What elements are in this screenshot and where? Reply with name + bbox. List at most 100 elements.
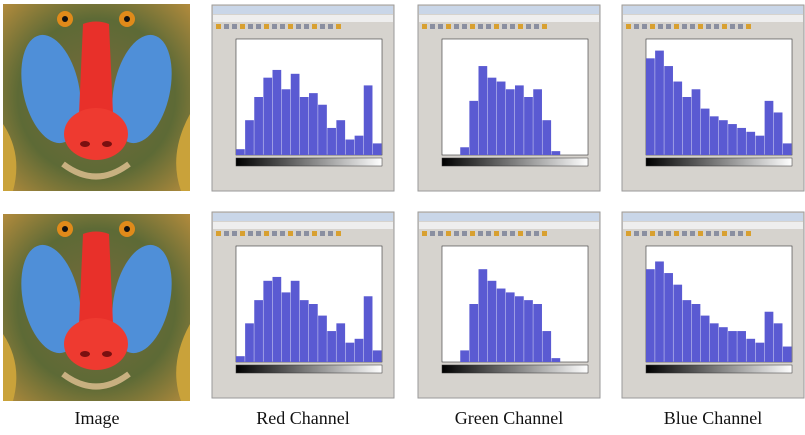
histogram-bar <box>245 323 254 362</box>
histogram-bar <box>710 116 719 155</box>
toolbar-icon <box>526 24 531 29</box>
toolbar-icon <box>328 231 333 236</box>
toolbar-icon <box>256 231 261 236</box>
toolbar-icon <box>658 231 663 236</box>
histogram-bar <box>728 331 737 362</box>
histogram-bar <box>737 128 746 155</box>
histogram-bar <box>737 331 746 362</box>
toolbar-icon <box>706 231 711 236</box>
toolbar-icon <box>232 24 237 29</box>
histogram-bar <box>719 327 728 362</box>
histogram-bar <box>542 120 551 155</box>
histogram-bar <box>783 347 792 362</box>
figure: Image Red Channel Green Channel Blue Cha… <box>0 0 805 435</box>
title-bar <box>623 6 803 14</box>
colorbar <box>646 365 792 373</box>
histogram-bar <box>719 120 728 155</box>
histogram-bar <box>469 101 478 155</box>
toolbar-icon <box>296 24 301 29</box>
histogram-bar <box>364 296 373 362</box>
toolbar-icon <box>320 231 325 236</box>
histogram-bar <box>783 143 792 155</box>
menu-bar <box>623 15 803 22</box>
histogram-bar <box>364 85 373 155</box>
toolbar-icon <box>722 24 727 29</box>
histogram-bar <box>236 356 245 362</box>
histogram-bar <box>673 285 682 362</box>
toolbar-icon <box>422 24 427 29</box>
histogram-bar <box>515 85 524 155</box>
histogram-bar <box>245 120 254 155</box>
toolbar-icon <box>510 231 515 236</box>
toolbar-icon <box>658 24 663 29</box>
toolbar-icon <box>698 24 703 29</box>
histogram-bar <box>355 339 364 362</box>
histogram-bar <box>524 97 533 155</box>
histogram-bar <box>460 350 469 362</box>
histogram-bar <box>533 89 542 155</box>
histogram-bar <box>479 66 488 155</box>
toolbar-icon <box>738 231 743 236</box>
toolbar-icon <box>336 231 341 236</box>
caption: Green Channel <box>455 408 563 428</box>
toolbar-icon <box>534 231 539 236</box>
toolbar-icon <box>626 231 631 236</box>
toolbar-icon <box>730 231 735 236</box>
histogram-bar <box>664 273 673 362</box>
histogram-bar <box>373 143 382 155</box>
histogram-bar <box>756 136 765 155</box>
histogram-bar <box>318 105 327 155</box>
toolbar-icon <box>256 24 261 29</box>
toolbar-icon <box>502 231 507 236</box>
toolbar-icon <box>216 231 221 236</box>
histogram-bar <box>300 300 309 362</box>
mandrill-image <box>3 4 190 191</box>
toolbar-icon <box>714 231 719 236</box>
toolbar-icon <box>312 24 317 29</box>
histogram-bar <box>488 281 497 362</box>
toolbar-icon <box>650 24 655 29</box>
histogram-bar <box>646 58 655 155</box>
histogram-bar <box>533 304 542 362</box>
toolbar-icon <box>738 24 743 29</box>
histogram-bar <box>552 358 561 362</box>
toolbar-icon <box>454 24 459 29</box>
histogram-bar <box>282 292 291 362</box>
histogram-bar <box>355 136 364 155</box>
toolbar-icon <box>240 231 245 236</box>
histogram-bar <box>683 97 692 155</box>
histogram-bar <box>273 277 282 362</box>
histogram-bar <box>692 304 701 362</box>
toolbar-icon <box>280 24 285 29</box>
menu-bar <box>419 222 599 229</box>
colorbar <box>236 365 382 373</box>
toolbar-icon <box>502 24 507 29</box>
histogram-bar <box>746 132 755 155</box>
histogram-bar <box>327 128 336 155</box>
toolbar-icon <box>272 24 277 29</box>
toolbar-icon <box>510 24 515 29</box>
toolbar-icon <box>682 231 687 236</box>
toolbar-icon <box>690 231 695 236</box>
toolbar-icon <box>462 24 467 29</box>
toolbar-icon <box>746 24 751 29</box>
toolbar-icon <box>534 24 539 29</box>
colorbar <box>236 158 382 166</box>
toolbar-icon <box>288 24 293 29</box>
histogram-bar <box>701 109 710 155</box>
histogram-bar <box>683 300 692 362</box>
toolbar-icon <box>446 24 451 29</box>
caption: Blue Channel <box>664 408 762 428</box>
histogram-bar <box>664 66 673 155</box>
histogram-bar <box>655 261 664 362</box>
histogram-bar <box>291 281 300 362</box>
histogram-bar <box>488 78 497 155</box>
histogram-bar <box>774 112 783 155</box>
toolbar-icon <box>462 231 467 236</box>
toolbar-icon <box>224 24 229 29</box>
toolbar-icon <box>526 231 531 236</box>
toolbar-icon <box>312 231 317 236</box>
toolbar-icon <box>486 231 491 236</box>
histogram-bar <box>655 51 664 155</box>
toolbar-icon <box>320 24 325 29</box>
